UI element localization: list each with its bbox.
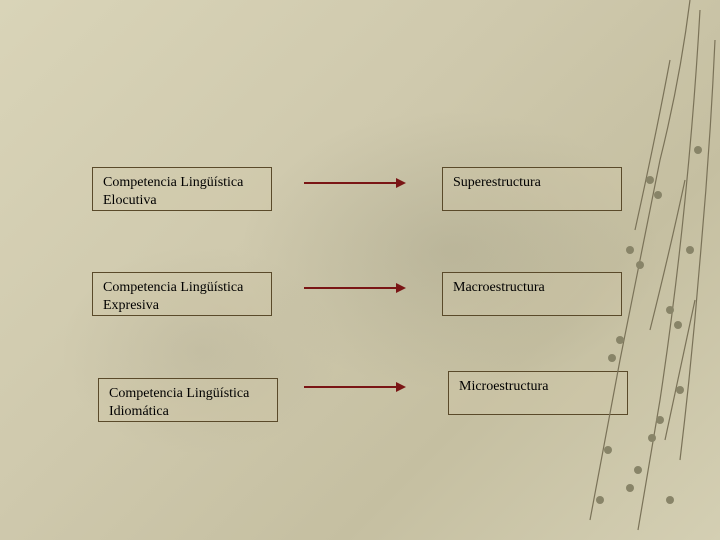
box-text-line2: Expresiva <box>103 298 159 313</box>
arrow-2-line <box>304 287 396 289</box>
arrow-2-head <box>396 283 406 293</box>
box-text-line1: Competencia Lingüística <box>103 280 243 295</box>
arrow-1-head <box>396 178 406 188</box>
box-text-line2: Idiomática <box>109 404 169 419</box>
box-text-line1: Competencia Lingüística <box>103 175 243 190</box>
box-text-line1: Macroestructura <box>453 280 545 295</box>
box-competencia-expresiva: Competencia Lingüística Expresiva <box>92 272 272 316</box>
box-competencia-elocutiva: Competencia Lingüística Elocutiva <box>92 167 272 211</box>
arrow-3-head <box>396 382 406 392</box>
arrow-3-line <box>304 386 396 388</box>
box-macroestructura: Macroestructura <box>442 272 622 316</box>
box-text-line1: Microestructura <box>459 379 548 394</box>
box-competencia-idiomatica: Competencia Lingüística Idiomática <box>98 378 278 422</box>
diagram-container: Competencia Lingüística Elocutiva Supere… <box>0 0 720 540</box>
box-text-line1: Competencia Lingüística <box>109 386 249 401</box>
box-superestructura: Superestructura <box>442 167 622 211</box>
box-text-line1: Superestructura <box>453 175 541 190</box>
box-text-line2: Elocutiva <box>103 193 157 208</box>
box-microestructura: Microestructura <box>448 371 628 415</box>
arrow-1-line <box>304 182 396 184</box>
